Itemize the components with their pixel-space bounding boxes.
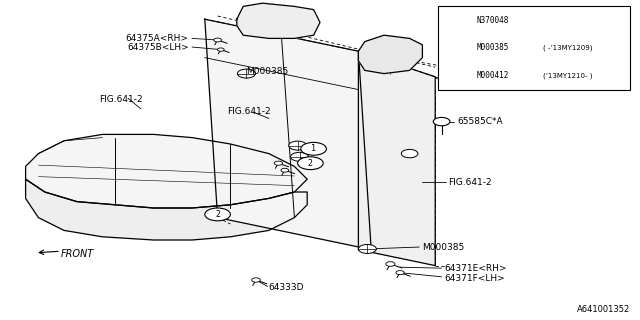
- Text: 2: 2: [454, 44, 458, 52]
- Circle shape: [433, 117, 450, 126]
- Circle shape: [281, 168, 289, 172]
- Text: FRONT: FRONT: [61, 249, 94, 260]
- Polygon shape: [26, 134, 307, 208]
- Text: 2: 2: [215, 210, 220, 219]
- Text: 65585C*A: 65585C*A: [458, 117, 503, 126]
- Circle shape: [237, 69, 255, 78]
- Text: 2: 2: [308, 159, 313, 168]
- Text: 1: 1: [454, 16, 458, 25]
- Text: N370048: N370048: [477, 16, 509, 25]
- Circle shape: [358, 244, 376, 253]
- Text: FIG.641-2: FIG.641-2: [448, 178, 492, 187]
- Circle shape: [386, 262, 395, 266]
- Text: (’13MY1210- ): (’13MY1210- ): [543, 73, 593, 79]
- Text: 64375A<RH>: 64375A<RH>: [126, 34, 189, 43]
- Text: M000385: M000385: [477, 44, 509, 52]
- Circle shape: [401, 149, 418, 158]
- Polygon shape: [205, 19, 371, 250]
- Text: A641001352: A641001352: [577, 305, 630, 314]
- Circle shape: [301, 142, 326, 155]
- Bar: [438, 6, 630, 90]
- Polygon shape: [26, 179, 307, 240]
- Circle shape: [396, 271, 404, 275]
- Circle shape: [214, 38, 221, 42]
- Polygon shape: [358, 51, 435, 266]
- Circle shape: [252, 278, 260, 282]
- Circle shape: [291, 152, 308, 161]
- Text: 64371F<LH>: 64371F<LH>: [445, 274, 506, 283]
- Circle shape: [275, 161, 282, 165]
- Text: FIG.641-2: FIG.641-2: [99, 95, 143, 104]
- Text: ( -’13MY1209): ( -’13MY1209): [543, 45, 593, 51]
- Polygon shape: [237, 3, 320, 38]
- Text: 64375B<LH>: 64375B<LH>: [127, 44, 189, 52]
- Text: M000412: M000412: [477, 71, 509, 80]
- Text: 64333D: 64333D: [269, 284, 304, 292]
- Circle shape: [445, 14, 467, 26]
- Polygon shape: [358, 35, 422, 74]
- Circle shape: [218, 48, 224, 51]
- Text: 64371E<RH>: 64371E<RH>: [445, 264, 508, 273]
- Text: 1: 1: [311, 144, 316, 153]
- Circle shape: [205, 208, 230, 221]
- Text: FIG.641-2: FIG.641-2: [227, 108, 271, 116]
- Circle shape: [298, 157, 323, 170]
- Circle shape: [445, 42, 467, 54]
- Circle shape: [289, 141, 307, 150]
- Text: M000385: M000385: [422, 244, 465, 252]
- Text: M000385: M000385: [246, 68, 289, 76]
